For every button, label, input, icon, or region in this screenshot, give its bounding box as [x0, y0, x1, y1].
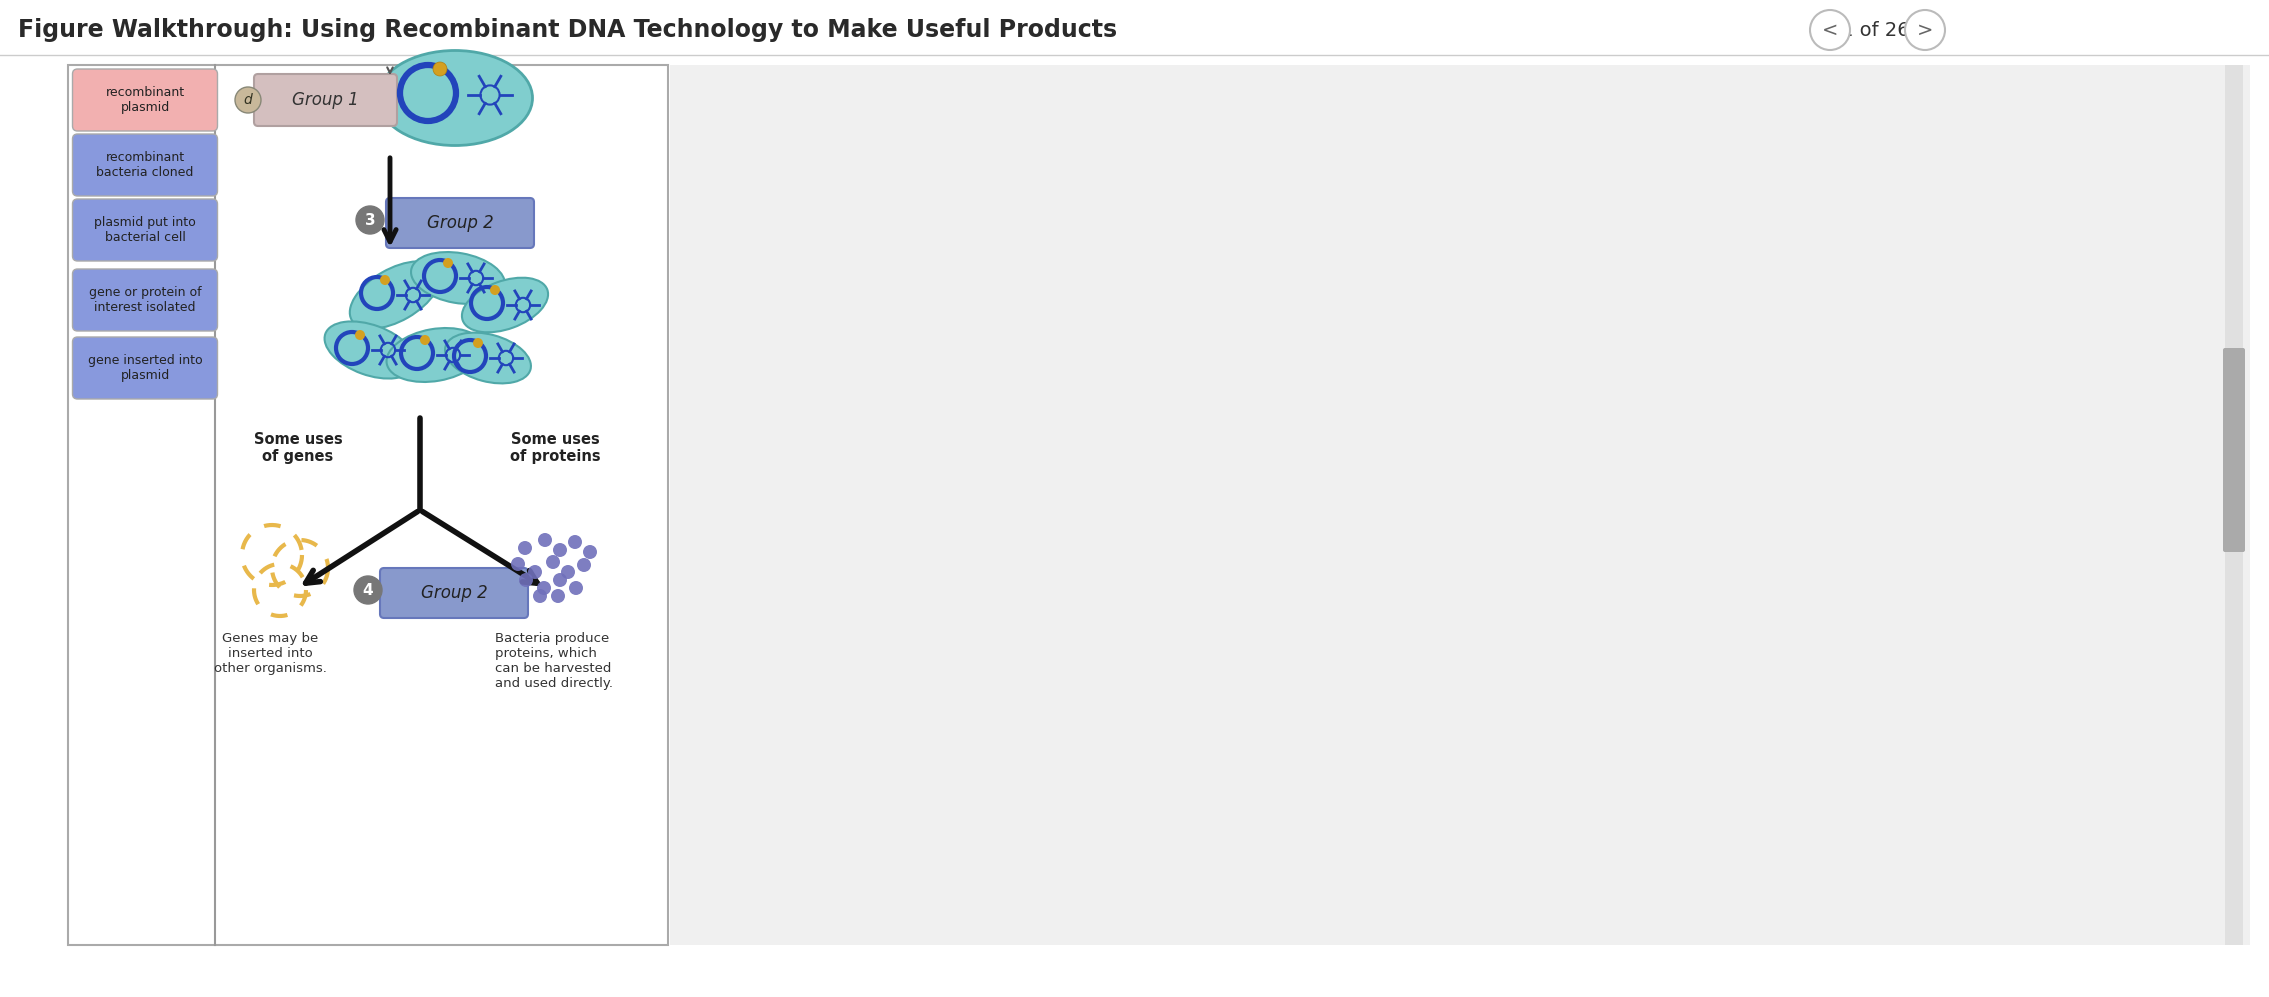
- FancyBboxPatch shape: [254, 74, 397, 126]
- Ellipse shape: [445, 333, 531, 384]
- Circle shape: [551, 589, 565, 603]
- Circle shape: [379, 275, 390, 285]
- FancyBboxPatch shape: [73, 269, 218, 331]
- Circle shape: [236, 87, 261, 113]
- Text: Group 2: Group 2: [427, 214, 492, 232]
- Text: Some uses
of proteins: Some uses of proteins: [511, 432, 601, 465]
- Text: 4: 4: [363, 582, 374, 597]
- Ellipse shape: [411, 252, 506, 304]
- FancyBboxPatch shape: [73, 199, 218, 261]
- FancyBboxPatch shape: [68, 65, 667, 945]
- Text: d: d: [243, 93, 252, 107]
- Text: plasmid put into
bacterial cell: plasmid put into bacterial cell: [93, 216, 195, 244]
- Circle shape: [354, 330, 365, 340]
- Text: Group 2: Group 2: [420, 584, 488, 602]
- Circle shape: [511, 557, 524, 571]
- Circle shape: [554, 543, 567, 557]
- Circle shape: [1906, 10, 1945, 50]
- Circle shape: [567, 535, 583, 549]
- Ellipse shape: [349, 261, 440, 329]
- Text: Figure Walkthrough: Using Recombinant DNA Technology to Make Useful Products: Figure Walkthrough: Using Recombinant DN…: [18, 18, 1116, 42]
- Ellipse shape: [386, 328, 483, 382]
- Text: 3: 3: [365, 212, 374, 227]
- FancyBboxPatch shape: [2224, 348, 2244, 552]
- Text: Group 1: Group 1: [293, 91, 359, 109]
- Circle shape: [520, 573, 533, 587]
- Text: gene or protein of
interest isolated: gene or protein of interest isolated: [88, 286, 202, 314]
- Circle shape: [583, 545, 597, 559]
- Circle shape: [433, 62, 447, 76]
- Text: Some uses
of genes: Some uses of genes: [254, 432, 343, 465]
- Ellipse shape: [463, 278, 549, 332]
- FancyBboxPatch shape: [386, 198, 533, 248]
- Text: >: >: [1917, 21, 1933, 40]
- Text: recombinant
plasmid: recombinant plasmid: [104, 86, 184, 114]
- Text: Bacteria produce
proteins, which
can be harvested
and used directly.: Bacteria produce proteins, which can be …: [495, 632, 613, 690]
- Circle shape: [490, 285, 499, 295]
- FancyBboxPatch shape: [379, 568, 529, 618]
- Text: recombinant
bacteria cloned: recombinant bacteria cloned: [95, 151, 193, 179]
- FancyBboxPatch shape: [73, 337, 218, 399]
- FancyBboxPatch shape: [669, 65, 2251, 945]
- Text: 1 of 26: 1 of 26: [1840, 21, 1908, 40]
- Circle shape: [356, 206, 383, 234]
- FancyBboxPatch shape: [73, 134, 218, 196]
- FancyBboxPatch shape: [73, 69, 218, 131]
- Circle shape: [354, 576, 381, 604]
- Circle shape: [517, 541, 531, 555]
- Ellipse shape: [324, 321, 415, 379]
- Text: gene inserted into
plasmid: gene inserted into plasmid: [88, 354, 202, 382]
- FancyBboxPatch shape: [2226, 65, 2244, 945]
- Ellipse shape: [377, 51, 533, 146]
- Text: Genes may be
inserted into
other organisms.: Genes may be inserted into other organis…: [213, 632, 327, 675]
- Circle shape: [576, 558, 590, 572]
- Circle shape: [538, 581, 551, 595]
- Circle shape: [570, 581, 583, 595]
- Circle shape: [560, 565, 574, 579]
- Circle shape: [472, 338, 483, 348]
- Circle shape: [533, 589, 547, 603]
- Circle shape: [442, 258, 454, 268]
- Circle shape: [1811, 10, 1849, 50]
- Circle shape: [554, 573, 567, 587]
- Circle shape: [538, 533, 551, 547]
- Circle shape: [547, 555, 560, 569]
- Circle shape: [529, 565, 542, 579]
- Text: <: <: [1822, 21, 1838, 40]
- Circle shape: [420, 335, 431, 345]
